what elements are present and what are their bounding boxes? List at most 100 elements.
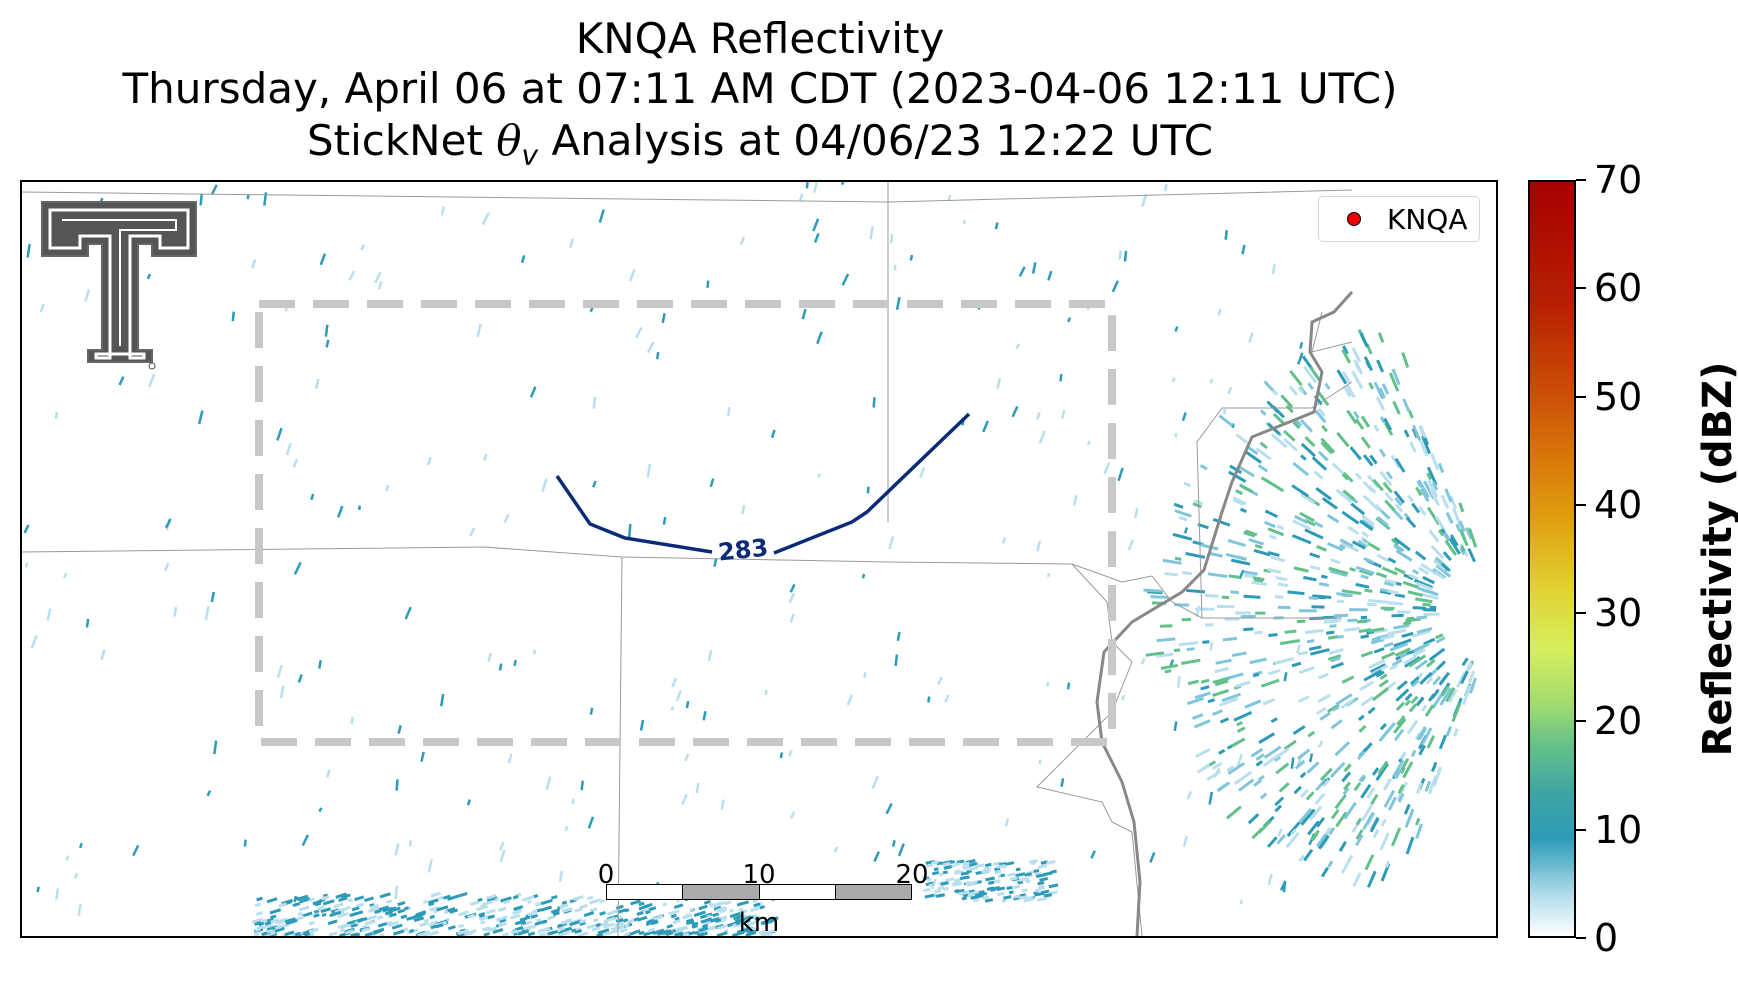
radar-echo <box>1118 250 1122 260</box>
radar-echo <box>1415 597 1433 604</box>
radar-echo <box>1419 488 1430 503</box>
radar-echo <box>266 897 278 904</box>
radar-echo <box>1444 539 1458 556</box>
radar-echo <box>517 929 530 936</box>
radar-echo <box>1421 592 1439 600</box>
radar-echo <box>253 932 260 936</box>
radar-echo <box>268 932 278 936</box>
radar-echo <box>199 193 203 206</box>
radar-echo <box>1369 793 1379 806</box>
radar-echo <box>1327 635 1339 640</box>
radar-echo <box>1368 382 1375 390</box>
radar-echo <box>316 905 325 911</box>
radar-echo <box>1299 771 1307 779</box>
radar-echo <box>754 916 760 921</box>
radar-echo <box>1418 506 1427 516</box>
radar-site-marker <box>1347 212 1361 226</box>
radar-echo <box>1402 580 1420 589</box>
radar-echo <box>1384 860 1391 868</box>
map-legend: KNQA <box>1318 196 1480 242</box>
radar-echo <box>1303 575 1317 582</box>
radar-echo <box>560 926 573 933</box>
radar-echo <box>1384 492 1394 503</box>
radar-echo <box>1428 693 1436 702</box>
radar-echo <box>1228 574 1241 579</box>
radar-echo <box>1238 465 1255 478</box>
radar-echo <box>742 900 750 905</box>
radar-echo <box>1223 408 1227 415</box>
radar-echo <box>1393 537 1411 552</box>
radar-echo <box>1227 762 1246 775</box>
radar-echo <box>386 899 393 904</box>
radar-echo <box>1039 877 1048 882</box>
radar-echo <box>666 923 674 929</box>
radar-echo <box>788 592 796 604</box>
radar-echo <box>1280 394 1294 409</box>
radar-echo <box>1321 497 1338 510</box>
radar-echo <box>1229 464 1243 475</box>
radar-echo <box>204 606 210 620</box>
radar-echo <box>486 896 494 902</box>
radar-echo <box>715 906 726 913</box>
radar-echo <box>1271 389 1279 396</box>
radar-echo <box>1254 544 1263 550</box>
radar-echo <box>1278 782 1290 793</box>
radar-echo <box>1140 657 1146 665</box>
radar-echo <box>685 700 690 709</box>
radar-echo <box>1362 480 1374 493</box>
radar-echo <box>662 516 667 525</box>
radar-echo <box>1293 785 1303 795</box>
radar-echo <box>614 921 625 927</box>
radar-echo <box>1218 414 1234 427</box>
radar-echo <box>1404 699 1412 707</box>
radar-echo <box>1420 562 1437 576</box>
radar-echo <box>1226 765 1235 772</box>
radar-echo <box>665 931 674 936</box>
radar-echo <box>967 892 976 898</box>
radar-echo <box>1330 808 1340 820</box>
radar-echo <box>440 693 445 707</box>
radar-echo <box>1141 193 1148 208</box>
radar-echo <box>1238 778 1255 792</box>
radar-echo <box>1291 661 1302 668</box>
theta-v-contour-line[interactable] <box>555 412 971 555</box>
radar-echo <box>1327 860 1334 868</box>
radar-echo <box>369 903 379 910</box>
county-boundaries <box>22 182 1353 936</box>
map-canvas[interactable]: 283 <box>22 182 1496 936</box>
radar-echo <box>206 790 212 797</box>
radar-echo <box>623 931 631 936</box>
radar-echo <box>1293 514 1308 524</box>
radar-echo <box>1408 573 1419 581</box>
radar-echo <box>741 915 752 921</box>
radar-echo <box>321 912 327 917</box>
radar-echo <box>1349 567 1356 572</box>
radar-echo <box>1214 679 1229 687</box>
radar-echo <box>495 915 508 922</box>
map-panel[interactable]: 283 <box>20 180 1498 938</box>
radar-echo <box>429 920 439 926</box>
radar-echo <box>1438 734 1447 750</box>
radar-echo <box>173 606 178 617</box>
radar-echo <box>1298 695 1310 704</box>
scale-segment <box>835 885 911 899</box>
radar-echo <box>1030 861 1037 866</box>
radar-echo <box>1393 728 1405 742</box>
radar-echo <box>1181 412 1187 422</box>
radar-echo <box>285 918 298 926</box>
radar-echo <box>1174 326 1179 332</box>
radar-echo <box>685 918 694 924</box>
radar-echo <box>872 397 876 408</box>
radar-echo <box>348 270 356 281</box>
radar-echo <box>805 182 809 189</box>
radar-echo <box>301 911 313 918</box>
radar-echo <box>1227 672 1244 680</box>
colorbar-tick-mark <box>1576 720 1586 723</box>
radar-echo <box>213 740 218 755</box>
radar-echo <box>950 864 956 868</box>
radar-echo <box>243 839 247 847</box>
radar-echo <box>729 908 734 913</box>
radar-echo <box>1331 462 1345 475</box>
radar-echo <box>580 921 586 926</box>
radar-echo <box>1275 576 1288 582</box>
